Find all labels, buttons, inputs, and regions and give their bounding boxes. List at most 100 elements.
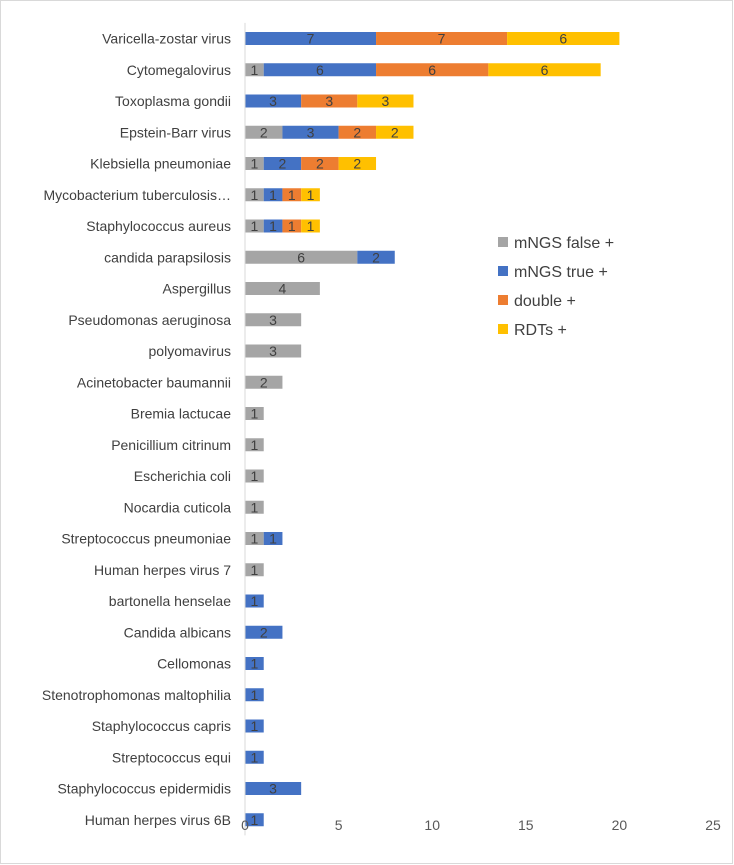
- category-label: Toxoplasma gondii: [115, 93, 231, 109]
- category-label: Escherichia coli: [134, 468, 231, 484]
- category-label: Varicella-zostar virus: [102, 31, 231, 47]
- bar-segment-0: [245, 500, 264, 514]
- bar-segment-0: [245, 188, 264, 202]
- category-label: Streptococcus pneumoniae: [61, 531, 231, 547]
- bar-segment-1: [245, 813, 264, 827]
- x-tick-label: 20: [612, 817, 628, 833]
- bar-segment-3: [357, 94, 414, 108]
- bar-segment-0: [245, 563, 264, 577]
- bar-segment-0: [245, 157, 264, 170]
- data-label: 1: [269, 218, 277, 234]
- bar-segment-1: [245, 719, 264, 733]
- x-tick-label: 25: [705, 817, 721, 833]
- category-label: Cellomonas: [157, 656, 231, 672]
- bar-segment-2: [282, 219, 302, 233]
- bars-layer: [245, 32, 620, 827]
- bar-segment-1: [263, 219, 283, 233]
- legend-label: mNGS true +: [514, 264, 608, 281]
- legend-label: RDTs +: [514, 322, 567, 339]
- data-label: 3: [269, 93, 277, 109]
- bar-segment-0: [245, 313, 302, 327]
- x-tick-label: 0: [241, 817, 249, 833]
- bar-segment-1: [245, 782, 302, 795]
- data-label: 3: [269, 343, 277, 359]
- category-label: Cytomegalovirus: [127, 62, 231, 78]
- bar-segment-3: [376, 125, 414, 139]
- bar-segment-1: [245, 625, 283, 639]
- legend-swatch: [498, 266, 508, 276]
- category-label: Epstein-Barr virus: [120, 124, 231, 140]
- bar-segment-0: [245, 438, 264, 452]
- bar-segment-0: [245, 344, 302, 358]
- data-label: 2: [353, 124, 361, 140]
- x-tick-label: 5: [335, 817, 343, 833]
- category-label: candida parapsilosis: [104, 249, 231, 265]
- data-label: 1: [288, 187, 296, 203]
- x-tick-label: 10: [424, 817, 440, 833]
- data-label: 1: [250, 812, 258, 828]
- bar-segment-3: [301, 219, 320, 233]
- bar-segment-0: [245, 375, 283, 389]
- category-label: Staphylococcus aureus: [86, 218, 231, 234]
- data-label: 2: [353, 156, 361, 172]
- bar-segment-1: [245, 32, 377, 45]
- legend-swatch: [498, 324, 508, 334]
- bar-segment-1: [245, 657, 264, 670]
- bar-segment-2: [338, 125, 377, 139]
- bar-segment-3: [507, 32, 620, 45]
- data-label: 7: [438, 31, 446, 47]
- category-label: Penicillium citrinum: [111, 437, 231, 453]
- data-label: 3: [325, 93, 333, 109]
- data-label: 3: [307, 124, 315, 140]
- data-label: 1: [250, 437, 258, 453]
- data-label: 1: [250, 187, 258, 203]
- data-label: 1: [250, 531, 258, 547]
- legend-swatch: [498, 295, 508, 305]
- data-label: 1: [250, 499, 258, 515]
- bar-segment-2: [376, 63, 489, 77]
- bar-segment-0: [245, 282, 320, 295]
- category-label: bartonella henselae: [109, 593, 231, 609]
- data-label: 1: [288, 218, 296, 234]
- bar-segment-2: [301, 157, 339, 170]
- category-label: Stenotrophomonas maltophilia: [42, 687, 231, 703]
- category-label: Bremia lactucae: [131, 406, 232, 422]
- data-label: 3: [269, 781, 277, 797]
- data-label: 4: [279, 281, 287, 297]
- x-axis-ticks-layer: 0 5 10 15 20 25: [241, 22, 721, 836]
- data-label: 2: [391, 124, 399, 140]
- data-label: 1: [250, 562, 258, 578]
- data-label: 1: [250, 62, 258, 78]
- category-label: Staphylococcus capris: [92, 718, 231, 734]
- x-tick-label: 15: [518, 817, 534, 833]
- category-label: Human herpes virus 7: [94, 562, 231, 578]
- data-label: 1: [250, 156, 258, 172]
- data-label: 2: [260, 124, 268, 140]
- category-label: Mycobacterium tuberculosis…: [43, 187, 231, 203]
- bar-segment-1: [282, 125, 339, 139]
- data-label: 1: [250, 593, 258, 609]
- bar-segment-0: [245, 125, 283, 139]
- bar-segment-0: [245, 219, 264, 233]
- category-label: polyomavirus: [149, 343, 231, 359]
- data-label: 1: [250, 656, 258, 672]
- category-label: Acinetobacter baumannii: [77, 374, 231, 390]
- bar-segment-1: [245, 94, 302, 108]
- bar-segment-0: [245, 407, 264, 420]
- category-label: Nocardia cuticola: [124, 499, 232, 515]
- category-label: Klebsiella pneumoniae: [90, 156, 231, 172]
- data-label: 3: [382, 93, 390, 109]
- data-label: 1: [250, 406, 258, 422]
- data-label: 1: [307, 187, 315, 203]
- data-label: 2: [279, 156, 287, 172]
- data-label: 6: [297, 249, 305, 265]
- bar-segment-2: [282, 188, 302, 202]
- data-label: 7: [307, 31, 315, 47]
- legend: mNGS false + mNGS true + double + RDTs +: [498, 235, 614, 339]
- bar-segment-1: [263, 157, 302, 170]
- bar-segment-1: [245, 688, 264, 702]
- bar-segment-3: [338, 157, 377, 170]
- legend-label: double +: [514, 293, 576, 310]
